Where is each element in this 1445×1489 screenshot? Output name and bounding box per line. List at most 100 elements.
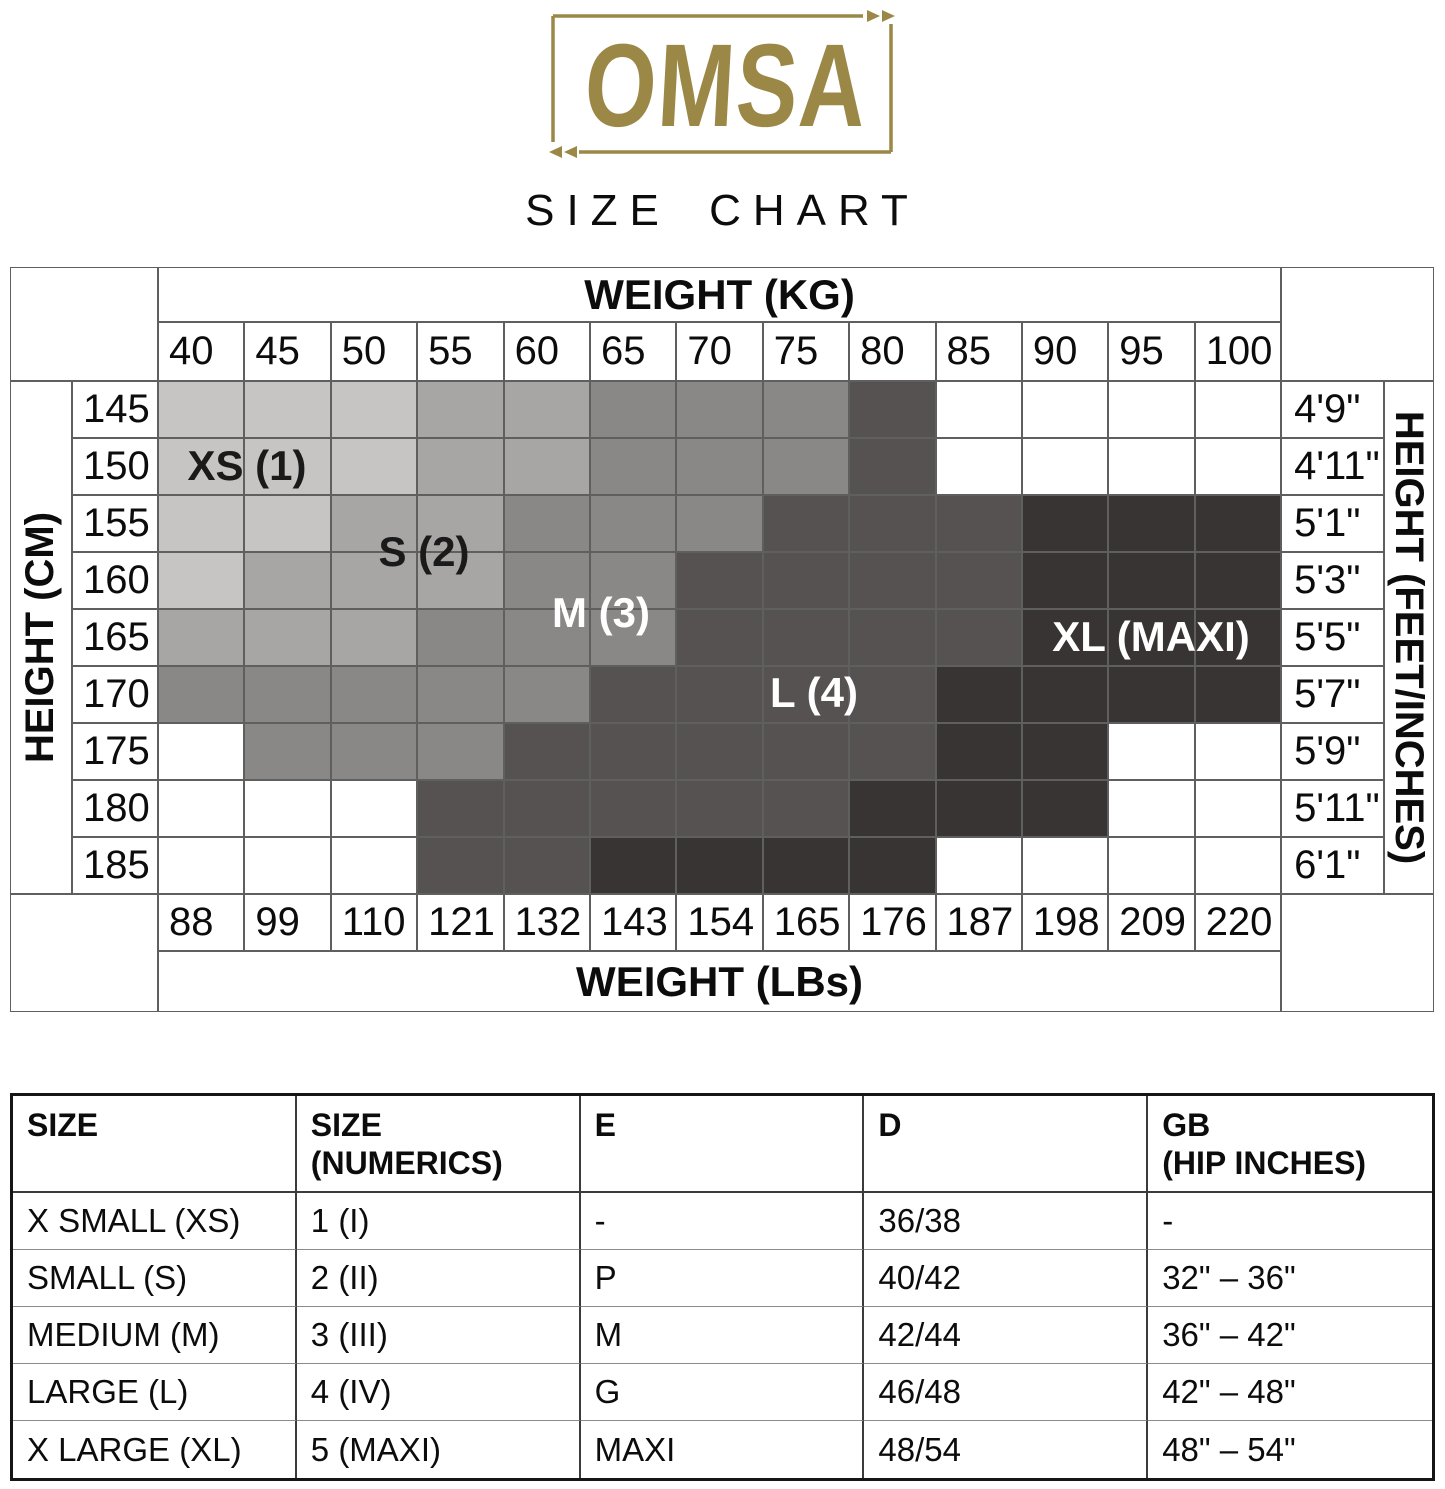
lbs-value: 121 [417,894,504,951]
grid-cell-m [503,609,590,666]
grid-cell-m [244,723,331,780]
grid-cell-l [849,381,936,438]
grid-cell-xl [1021,552,1109,609]
table-cell: X LARGE (XL) [13,1421,297,1478]
size-table: SIZE SIZE (NUMERICS) E D GB (HIP INCHES)… [10,1093,1435,1481]
feet-value: 5'3" [1281,552,1385,609]
grid-cell-m [330,666,418,723]
height-ft-header-text: HEIGHT (FEET/INCHES) [1387,410,1432,865]
grid-cell-l [762,666,850,723]
grid-cell-l [762,609,850,666]
grid-cell-xl [1108,666,1195,723]
grid-cell-xs [244,438,331,495]
table-cell: 3 (III) [296,1307,581,1364]
grid-cell [330,837,418,894]
grid-cell-xs [158,552,245,609]
brand-logo: OMSA [549,10,895,158]
grid-cell [1194,723,1282,780]
kg-value: 60 [503,322,590,381]
feet-value: 5'9" [1281,723,1385,780]
table-cell: LARGE (L) [13,1364,297,1421]
table-cell: 5 (MAXI) [297,1421,581,1478]
feet-value: 4'9" [1281,381,1385,438]
arrow-right-icon [867,10,880,22]
grid-cell-l [676,723,763,780]
table-header-gb: GB (HIP INCHES) [1148,1096,1432,1193]
table-cell: MEDIUM (M) [13,1307,297,1364]
grid-cell [1108,438,1195,495]
table-cell: - [580,1193,865,1250]
grid-cell-xl [1021,609,1109,666]
table-cell: M [580,1307,865,1364]
weight-kg-header: WEIGHT (KG) [158,267,1282,322]
grid-cell-l [589,666,677,723]
grid-cell-s [417,552,504,609]
grid-cell [1194,780,1282,837]
kg-value: 95 [1108,322,1195,381]
table-header-d: D [864,1096,1149,1193]
grid-cell-xs [330,438,418,495]
size-grid: WEIGHT (KG) HEIGHT (CM) HEIGHT (FEET/INC… [10,267,1435,1012]
grid-cell-l [503,780,590,837]
grid-cell-m [417,666,504,723]
feet-value: 5'7" [1281,666,1385,723]
table-cell: 2 (II) [296,1250,581,1307]
region-label-xl: XL (MAXI) [1052,613,1250,660]
lbs-value: 154 [676,894,763,951]
grid-cell-l [589,723,677,780]
grid-cell [1194,381,1282,438]
grid-cell-l [935,495,1022,552]
grid-cell-s [503,381,590,438]
grid-cell-s [330,609,418,666]
table-cell: MAXI [581,1421,865,1478]
lbs-value: 143 [589,894,677,951]
grid-cell-xs [330,381,418,438]
grid-cell-xl [935,723,1022,780]
grid-cell-xl [935,780,1022,837]
grid-cell [158,723,245,780]
grid-cell-m [676,495,763,552]
grid-cell-xl [1194,495,1282,552]
grid-cell-m [676,438,763,495]
kg-value: 65 [589,322,677,381]
grid-cell-l [676,609,763,666]
height-cm-header: HEIGHT (CM) [10,381,72,894]
table-cell: 4 (IV) [296,1364,581,1421]
grid-cell-m [503,666,590,723]
cm-value: 155 [72,495,158,552]
grid-cell [244,837,331,894]
grid-cell [1021,837,1109,894]
grid-cell-s [417,495,504,552]
grid-cell-s [503,438,590,495]
table-cell: P [580,1250,865,1307]
kg-value: 55 [417,322,504,381]
grid-cell-l [935,552,1022,609]
corner-bottom-left [10,894,158,1012]
feet-value: 5'1" [1281,495,1385,552]
grid-cell-s [330,552,418,609]
grid-cell-xl [1194,609,1282,666]
grid-cell-l [849,609,936,666]
table-cell: 46/48 [864,1364,1149,1421]
grid-cell [1021,381,1109,438]
grid-cell-l [762,780,850,837]
cm-value: 170 [72,666,158,723]
table-header-e: E [580,1096,865,1193]
table-cell: SMALL (S) [13,1250,297,1307]
grid-cell-l [589,780,677,837]
grid-cell-m [503,495,590,552]
grid-cell-m [244,666,331,723]
grid-cell-l [503,723,590,780]
lbs-value: 132 [503,894,590,951]
grid-cell-xs [158,495,245,552]
grid-cell-s [417,381,504,438]
grid-cell-xs [158,438,245,495]
grid-cell [158,837,245,894]
kg-value: 50 [330,322,418,381]
grid-cell-m [589,552,677,609]
table-cell: 1 (I) [296,1193,581,1250]
grid-cell-s [158,609,245,666]
grid-cell-xs [244,495,331,552]
feet-value: 5'11" [1281,780,1385,837]
